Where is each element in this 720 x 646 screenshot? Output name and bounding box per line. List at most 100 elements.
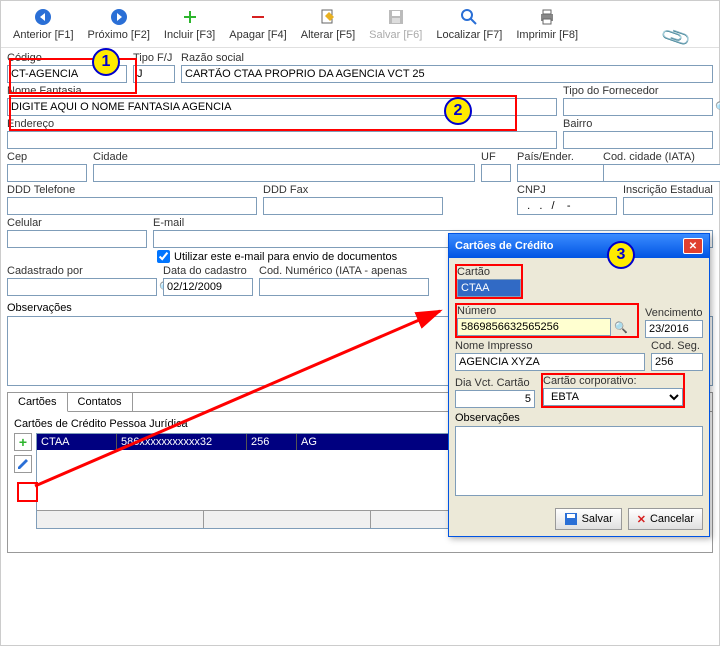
grid-cell: 586xxxxxxxxxxx32 [117,434,247,450]
tipofornec-input[interactable] [563,98,713,116]
alterar-button[interactable]: Alterar [F5] [295,5,361,43]
fantasia-input[interactable] [7,98,557,116]
close-icon[interactable]: ✕ [683,238,703,254]
dlg-corp-label: Cartão corporativo: [543,375,683,387]
cadpor-label: Cadastrado por [7,265,157,277]
dlg-cancel-button[interactable]: ✕Cancelar [628,508,703,530]
cidade-input[interactable] [93,164,475,182]
dialog-cartoes: Cartões de Crédito ✕ Cartão Número 🔍 Venc… [448,233,710,537]
dlg-diavct-input[interactable] [455,390,535,408]
salvar-button: Salvar [F6] [363,5,428,43]
apagar-label: Apagar [F4] [229,29,286,41]
email-docs-label: Utilizar este e-mail para envio de docum… [174,251,397,263]
annotation-2: 2 [444,97,472,125]
celular-label: Celular [7,217,147,229]
observ-label: Observações [7,302,72,314]
search-icon [459,7,479,27]
cidade-label: Cidade [93,151,475,163]
dlg-save-label: Salvar [582,513,613,525]
cep-label: Cep [7,151,87,163]
search-icon[interactable]: 🔍 [613,319,629,335]
grid-edit-button[interactable] [14,455,32,473]
apagar-button[interactable]: Apagar [F4] [223,5,292,43]
incluir-label: Incluir [F3] [164,29,215,41]
endereco-label: Endereço [7,118,557,130]
dlg-obs-label: Observações [455,412,520,424]
incluir-button[interactable]: Incluir [F3] [158,5,221,43]
dlg-save-button[interactable]: Salvar [555,508,622,530]
inscest-label: Inscrição Estadual [623,184,713,196]
localizar-label: Localizar [F7] [436,29,502,41]
email-docs-checkbox[interactable] [157,250,170,263]
tipofj-label: Tipo F/J [133,52,175,64]
dlg-numero-input[interactable] [457,318,611,336]
cnpj-label: CNPJ [517,184,617,196]
pais-label: País/Ender. [517,151,597,163]
dddtel-input[interactable] [7,197,257,215]
localizar-button[interactable]: Localizar [F7] [430,5,508,43]
grid-cell: CTAA [37,434,117,450]
toolbar: Anterior [F1] Próximo [F2] Incluir [F3] … [1,1,719,48]
edit-icon [318,7,338,27]
dlg-codseg-input[interactable] [651,353,703,371]
search-icon[interactable]: 🔍 [715,99,720,115]
proximo-label: Próximo [F2] [88,29,150,41]
dialog-title: Cartões de Crédito [455,240,553,252]
codnum-input[interactable] [259,278,429,296]
dlg-cartao-input[interactable] [457,279,521,297]
dlg-nomeimp-input[interactable] [455,353,645,371]
arrow-right-icon [109,7,129,27]
razao-input[interactable] [181,65,713,83]
dialog-title-bar[interactable]: Cartões de Crédito ✕ [449,234,709,258]
dlg-corp-select[interactable]: EBTA [543,388,683,406]
tab-contatos[interactable]: Contatos [68,393,133,411]
dlg-venc-input[interactable] [645,320,703,338]
fantasia-label: Nome Fantasia [7,85,557,97]
save-icon [386,7,406,27]
anterior-button[interactable]: Anterior [F1] [7,5,80,43]
minus-icon [248,7,268,27]
cnpj-input[interactable] [517,197,617,215]
codnum-label: Cod. Numérico (IATA - apenas [259,265,429,277]
print-icon [537,7,557,27]
uf-input[interactable] [481,164,511,182]
dlg-obs-box[interactable] [455,426,703,496]
imprimir-button[interactable]: Imprimir [F8] [510,5,584,43]
annotation-3: 3 [607,241,635,269]
dlg-numero-label: Número [457,305,629,317]
endereco-input[interactable] [7,131,557,149]
dddfax-input[interactable] [263,197,443,215]
dlg-nomeimp-label: Nome Impresso [455,340,645,352]
dlg-cancel-label: Cancelar [650,513,694,525]
salvar-label: Salvar [F6] [369,29,422,41]
datacad-input[interactable] [163,278,253,296]
dlg-venc-label: Vencimento [645,307,703,319]
tab-cartoes[interactable]: Cartões [8,393,68,412]
anterior-label: Anterior [F1] [13,29,74,41]
inscest-input[interactable] [623,197,713,215]
datacad-label: Data do cadastro [163,265,253,277]
arrow-left-icon [33,7,53,27]
codcidade-input[interactable] [603,164,720,182]
razao-label: Razão social [181,52,713,64]
cadpor-input[interactable] [7,278,157,296]
dlg-cartao-label: Cartão [457,266,521,278]
uf-label: UF [481,151,511,163]
bairro-label: Bairro [563,118,713,130]
grid-add-button[interactable]: + [14,433,32,451]
dddfax-label: DDD Fax [263,184,443,196]
email-label: E-mail [153,217,713,229]
codcidade-label: Cod. cidade (IATA) [603,151,713,163]
celular-input[interactable] [7,230,147,248]
imprimir-label: Imprimir [F8] [516,29,578,41]
plus-icon [180,7,200,27]
dddtel-label: DDD Telefone [7,184,257,196]
cep-input[interactable] [7,164,87,182]
bairro-input[interactable] [563,131,713,149]
dlg-diavct-label: Dia Vct. Cartão [455,377,535,389]
tipofornec-label: Tipo do Fornecedor [563,85,713,97]
grid-cell: 256 [247,434,297,450]
proximo-button[interactable]: Próximo [F2] [82,5,156,43]
tipofj-input[interactable] [133,65,175,83]
annotation-1: 1 [92,48,120,76]
